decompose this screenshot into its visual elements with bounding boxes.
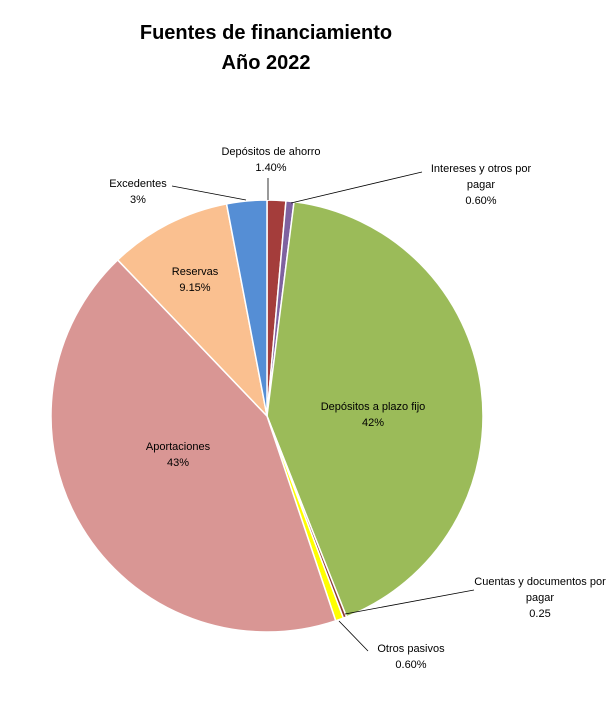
data-label: Aportaciones 43%	[128, 439, 228, 471]
slice-name: Otros pasivos	[377, 643, 445, 655]
slice-value: 42%	[361, 417, 385, 429]
chart-subtitle: Año 2022	[221, 52, 311, 74]
leader-line	[344, 589, 475, 615]
slice-name: Depósitos de ahorro	[221, 146, 321, 158]
data-label: Otros pasivos 0.60%	[361, 641, 461, 673]
pie-slice	[225, 199, 268, 417]
slice-name: Cuentas y documentos por pagar	[474, 576, 606, 604]
slice-name: Excedentes	[109, 178, 167, 190]
slice-value: 0.60%	[395, 659, 427, 671]
pie-slice	[116, 202, 269, 419]
slice-value: 3%	[130, 194, 146, 206]
slice-name: Depósitos a plazo fijo	[320, 401, 426, 413]
pie-slice	[266, 200, 484, 618]
data-label: Depósitos de ahorro 1.40%	[206, 144, 336, 176]
slice-value: 0.60%	[465, 195, 497, 207]
leader-line	[290, 171, 423, 204]
chart-title: Fuentes de financiamiento	[139, 22, 393, 44]
slice-value: 43%	[166, 457, 190, 469]
data-label: Cuentas y documentos por pagar 0.25	[473, 574, 608, 622]
data-label: Excedentes 3%	[93, 176, 183, 208]
slice-value: 1.40%	[255, 162, 287, 174]
slice-name: Intereses y otros por pagar	[430, 163, 532, 191]
pie-slice	[50, 258, 337, 633]
slice-value: 0.25	[529, 608, 551, 620]
slice-name: Reservas	[171, 266, 219, 278]
slice-value: 9.15%	[179, 282, 211, 294]
slice-name: Aportaciones	[145, 441, 211, 453]
leader-line	[338, 620, 369, 652]
data-label: Depósitos a plazo fijo 42%	[303, 399, 443, 431]
data-label: Reservas 9.15%	[155, 264, 235, 296]
leader-line	[171, 185, 247, 201]
data-label: Intereses y otros por pagar 0.60%	[419, 161, 544, 209]
